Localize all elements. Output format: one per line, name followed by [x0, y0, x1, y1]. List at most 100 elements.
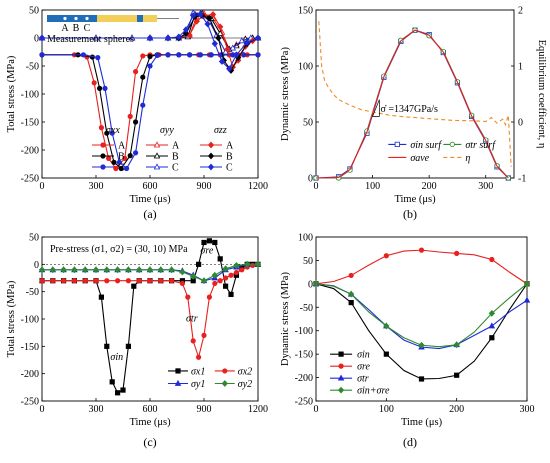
x-tick-label: 300	[478, 181, 493, 192]
data-point-re	[383, 253, 389, 259]
data-point-xxA	[122, 155, 128, 161]
data-point-xxC	[255, 52, 261, 58]
data-point-y2	[92, 266, 100, 274]
legend-marker	[100, 164, 106, 170]
rate-annotation: σ̇ =1347GPa/s	[380, 104, 438, 115]
x-tick-label: 1200	[248, 181, 268, 192]
y-tick-label: -150	[21, 118, 39, 129]
y-tick-label: -150	[295, 350, 313, 361]
data-point-x1	[195, 261, 202, 267]
data-point-zzC	[211, 40, 218, 47]
y-tick-label: -250	[21, 397, 39, 408]
y-tick-label: 150	[298, 6, 313, 17]
data-point-zzA	[224, 45, 231, 53]
data-point-x2	[147, 278, 153, 284]
y-tick-label: -50	[300, 303, 313, 314]
y-tick-label: -100	[295, 326, 313, 337]
data-point-yyC	[229, 44, 237, 51]
data-point-xxC	[147, 63, 153, 69]
data-point-x1	[206, 238, 212, 244]
legend-marker	[338, 351, 344, 357]
series-line-ave	[315, 29, 509, 179]
data-point-xxC	[165, 52, 171, 58]
data-point-y2	[211, 271, 218, 279]
sphere-label: C	[84, 23, 91, 34]
data-point-xxC	[95, 54, 101, 61]
x-tick-label: 100	[379, 404, 394, 415]
sphere-label: B	[73, 23, 80, 34]
data-point-y2	[254, 260, 262, 268]
data-point-zzC	[218, 58, 226, 65]
y-tick-label: 0	[308, 174, 313, 185]
y-tick-label: 50	[29, 233, 39, 244]
legend-marker	[175, 368, 181, 374]
data-point-x1	[120, 387, 126, 393]
data-point-xxA	[106, 155, 112, 161]
data-point-x2	[115, 278, 121, 284]
panel-caption: (d)	[403, 435, 417, 449]
data-point-xxB	[118, 165, 124, 172]
data-point-x1	[115, 390, 121, 396]
y-tick-label: -200	[295, 373, 313, 384]
panel-d: 0 100 200 300 100 50 0 -50 -100 -150 -200 -250 Time …	[280, 233, 535, 450]
data-point-zzC	[146, 34, 154, 42]
data-point-xxC	[176, 52, 182, 58]
legend-header: σzz	[214, 125, 227, 136]
legend-row-label: C	[118, 163, 125, 174]
y-axis-label: Dynamic stress (MPa)	[280, 272, 291, 366]
legend-marker	[174, 379, 182, 386]
y-tick-label: -150	[21, 342, 39, 353]
data-point-xxB	[133, 119, 139, 125]
data-point-x2	[50, 278, 56, 284]
legend-marker	[338, 363, 344, 369]
legend-header: σxx	[106, 125, 120, 136]
data-point-zzC	[175, 33, 182, 41]
legend-marker	[100, 153, 106, 159]
data-point-x1	[98, 294, 104, 300]
data-point-re	[418, 247, 425, 253]
data-point-y2	[190, 272, 197, 280]
data-point-y2	[136, 266, 143, 274]
legend-row-label: A	[118, 141, 126, 152]
data-point-y2	[49, 266, 56, 274]
legend-row-label: C	[226, 163, 233, 174]
data-point-x1	[201, 239, 207, 246]
data-point-zzC	[38, 34, 46, 42]
data-point-zzB	[215, 34, 222, 42]
data-point-sum	[348, 290, 355, 298]
legend-label: σx1	[191, 366, 205, 377]
data-point-xxC	[140, 102, 146, 108]
data-point-y2	[82, 266, 89, 274]
data-point-x2	[239, 267, 245, 273]
x-axis-label: Time (μs)	[129, 417, 171, 428]
x-tick-label: 300	[89, 404, 104, 415]
x-tick-label: 0	[314, 404, 319, 415]
data-point-zzA	[217, 23, 224, 31]
data-point-xxC	[116, 159, 123, 165]
data-point-x2	[82, 278, 88, 284]
legend-label: σtr surf	[465, 140, 496, 151]
data-point-zzA	[193, 17, 200, 25]
data-point-x1	[125, 343, 131, 349]
x-tick-label: 0	[314, 181, 319, 192]
data-point-x2	[217, 278, 223, 284]
y-tick-label: -50	[26, 62, 39, 73]
y-tick-label: 100	[298, 233, 313, 244]
data-point-re	[489, 256, 495, 263]
plot-frame	[315, 236, 528, 402]
data-point-xxA	[98, 125, 105, 131]
data-point-zzC	[197, 11, 204, 18]
series-line-tr	[315, 283, 528, 350]
y-tick-label: -250	[295, 397, 313, 408]
data-point-xxB	[140, 74, 146, 80]
data-point-xxB	[111, 159, 117, 165]
data-point-y2	[222, 265, 229, 273]
data-point-x2	[223, 275, 229, 281]
y-tick-label: -250	[21, 174, 39, 185]
data-point-zzC	[233, 51, 240, 59]
series-line-sum	[315, 283, 528, 348]
series-line-eta	[318, 21, 512, 167]
data-point-x2	[196, 354, 202, 360]
y-tick-label: 50	[29, 6, 39, 17]
